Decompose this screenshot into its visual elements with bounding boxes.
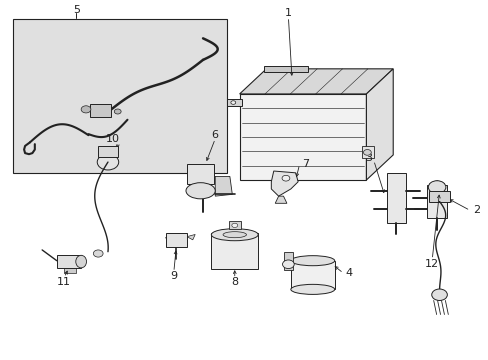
Bar (90, 104, 111, 117)
Text: 9: 9 (170, 271, 177, 281)
Text: 4: 4 (345, 268, 352, 278)
Bar (427, 185, 446, 218)
Circle shape (427, 181, 445, 194)
Polygon shape (275, 196, 286, 203)
Bar (57, 255, 81, 268)
Polygon shape (239, 94, 366, 180)
Ellipse shape (223, 232, 246, 238)
Text: 1: 1 (285, 8, 291, 18)
Text: 12: 12 (424, 259, 438, 269)
Circle shape (282, 175, 289, 181)
Bar (211, 233, 258, 269)
Text: 2: 2 (472, 206, 480, 216)
Polygon shape (186, 234, 195, 240)
Circle shape (81, 106, 91, 113)
Text: 8: 8 (231, 277, 238, 287)
Bar (264, 66, 307, 72)
Circle shape (93, 250, 103, 257)
Polygon shape (271, 171, 298, 196)
Bar (361, 146, 373, 158)
Ellipse shape (290, 256, 334, 266)
Ellipse shape (211, 229, 258, 241)
Text: 6: 6 (211, 130, 218, 140)
Circle shape (282, 260, 294, 269)
Bar (228, 221, 240, 229)
Ellipse shape (185, 183, 215, 199)
Circle shape (114, 109, 121, 114)
Ellipse shape (290, 284, 334, 294)
Polygon shape (215, 176, 232, 196)
Bar (227, 99, 242, 107)
Circle shape (230, 101, 235, 104)
Bar (186, 164, 214, 184)
Text: 3: 3 (365, 153, 371, 163)
Polygon shape (239, 69, 392, 94)
Ellipse shape (76, 255, 86, 268)
Circle shape (97, 154, 119, 170)
Bar (290, 261, 334, 289)
Circle shape (431, 289, 447, 301)
Polygon shape (165, 237, 173, 246)
Circle shape (363, 149, 370, 155)
Polygon shape (366, 69, 392, 180)
Bar (386, 173, 406, 223)
Text: 7: 7 (301, 159, 308, 169)
Bar (165, 233, 186, 247)
Bar (64, 267, 76, 273)
Text: 11: 11 (57, 277, 71, 287)
Bar (13, 19, 227, 173)
Text: 5: 5 (73, 5, 80, 15)
Bar (283, 252, 293, 270)
Bar (98, 146, 118, 157)
Bar (428, 192, 449, 202)
Text: 10: 10 (105, 134, 120, 144)
Circle shape (231, 223, 237, 228)
